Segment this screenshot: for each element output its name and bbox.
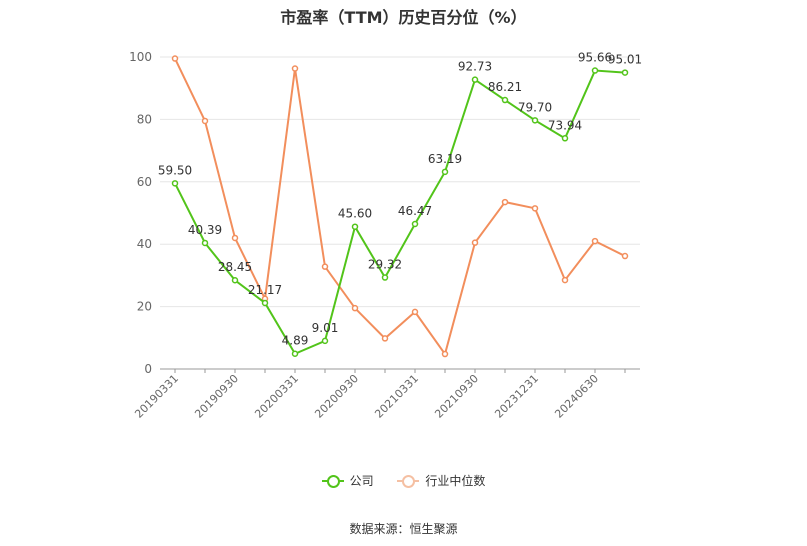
data-point [561, 276, 569, 284]
data-labels: 59.50 40.39 28.45 21.17 4.899.01 45.60 29.32 46… [158, 51, 642, 348]
x-tick-label: 20210331 [372, 372, 421, 421]
data-label: 46.47 [398, 204, 432, 218]
data-label: 4.89 [282, 334, 309, 348]
data-point [291, 65, 299, 72]
y-tick-label: 40 [137, 237, 152, 251]
series-line [174, 69, 626, 356]
data-label: 63.19 [428, 152, 462, 166]
data-point [561, 135, 569, 142]
x-tick-label: 20210930 [432, 372, 481, 421]
data-point [171, 180, 179, 187]
data-point [381, 274, 389, 281]
data-point [621, 252, 629, 260]
x-tick-label: 20200930 [312, 372, 361, 421]
data-label: 79.70 [518, 100, 552, 114]
chart-title: 市盈率（TTM）历史百分位（%） [280, 8, 527, 27]
data-label: 59.50 [158, 163, 192, 177]
data-label: 40.39 [188, 223, 222, 237]
data-label: 28.45 [218, 260, 252, 274]
legend-industry-marker-icon [397, 474, 420, 488]
data-point [231, 234, 239, 242]
data-point [201, 117, 209, 125]
x-tick-label: 20231231 [492, 372, 541, 421]
data-point [231, 276, 239, 284]
data-label: 9.01 [312, 321, 339, 335]
legend-company-label: 公司 [349, 474, 374, 488]
series-company [171, 67, 629, 357]
data-point [621, 69, 629, 76]
data-point [501, 96, 509, 104]
data-point [471, 76, 479, 83]
legend: 公司 行业中位数 [0, 472, 807, 490]
data-label: 45.60 [338, 207, 372, 221]
data-label: 21.17 [248, 283, 282, 297]
data-point [591, 237, 599, 245]
y-tick-label: 100 [129, 50, 152, 64]
x-tick-label: 20200331 [252, 372, 301, 421]
legend-item-industry[interactable]: 行业中位数 [397, 472, 485, 489]
data-source: 数据来源：恒生聚源 [349, 522, 458, 536]
data-point [381, 335, 389, 342]
data-point [201, 239, 209, 247]
legend-company-marker-icon [321, 474, 344, 488]
data-label: 95.01 [608, 53, 642, 67]
data-label: 95.66 [578, 51, 612, 65]
y-tick-label: 20 [137, 300, 152, 314]
legend-industry-label: 行业中位数 [425, 474, 486, 488]
data-point [471, 239, 479, 246]
data-point [291, 350, 299, 357]
data-point [591, 67, 599, 74]
data-point [411, 220, 419, 228]
data-point [351, 304, 359, 312]
data-point [441, 168, 449, 176]
y-tick-label: 80 [137, 112, 152, 126]
x-tick-label: 20190331 [132, 372, 181, 421]
y-tick-label: 60 [137, 175, 152, 189]
data-point [501, 198, 509, 206]
data-point [411, 308, 419, 316]
data-label: 86.21 [488, 80, 522, 94]
grid [160, 56, 640, 308]
data-label: 73.94 [548, 118, 582, 132]
data-label: 92.73 [458, 60, 492, 74]
data-point [441, 350, 449, 358]
x-tick-label: 20240630 [552, 372, 601, 421]
data-point [351, 223, 359, 230]
series-line [174, 58, 626, 357]
data-point [531, 205, 539, 212]
legend-item-company[interactable]: 公司 [321, 472, 374, 489]
data-point [261, 299, 269, 307]
data-point [531, 117, 539, 124]
x-tick-label: 20190930 [192, 372, 241, 421]
data-point [171, 55, 179, 62]
y-tick-label: 0 [144, 362, 152, 376]
data-point [321, 337, 329, 345]
data-label: 29.32 [368, 258, 402, 272]
data-point [321, 263, 329, 270]
series-industry [171, 55, 629, 358]
